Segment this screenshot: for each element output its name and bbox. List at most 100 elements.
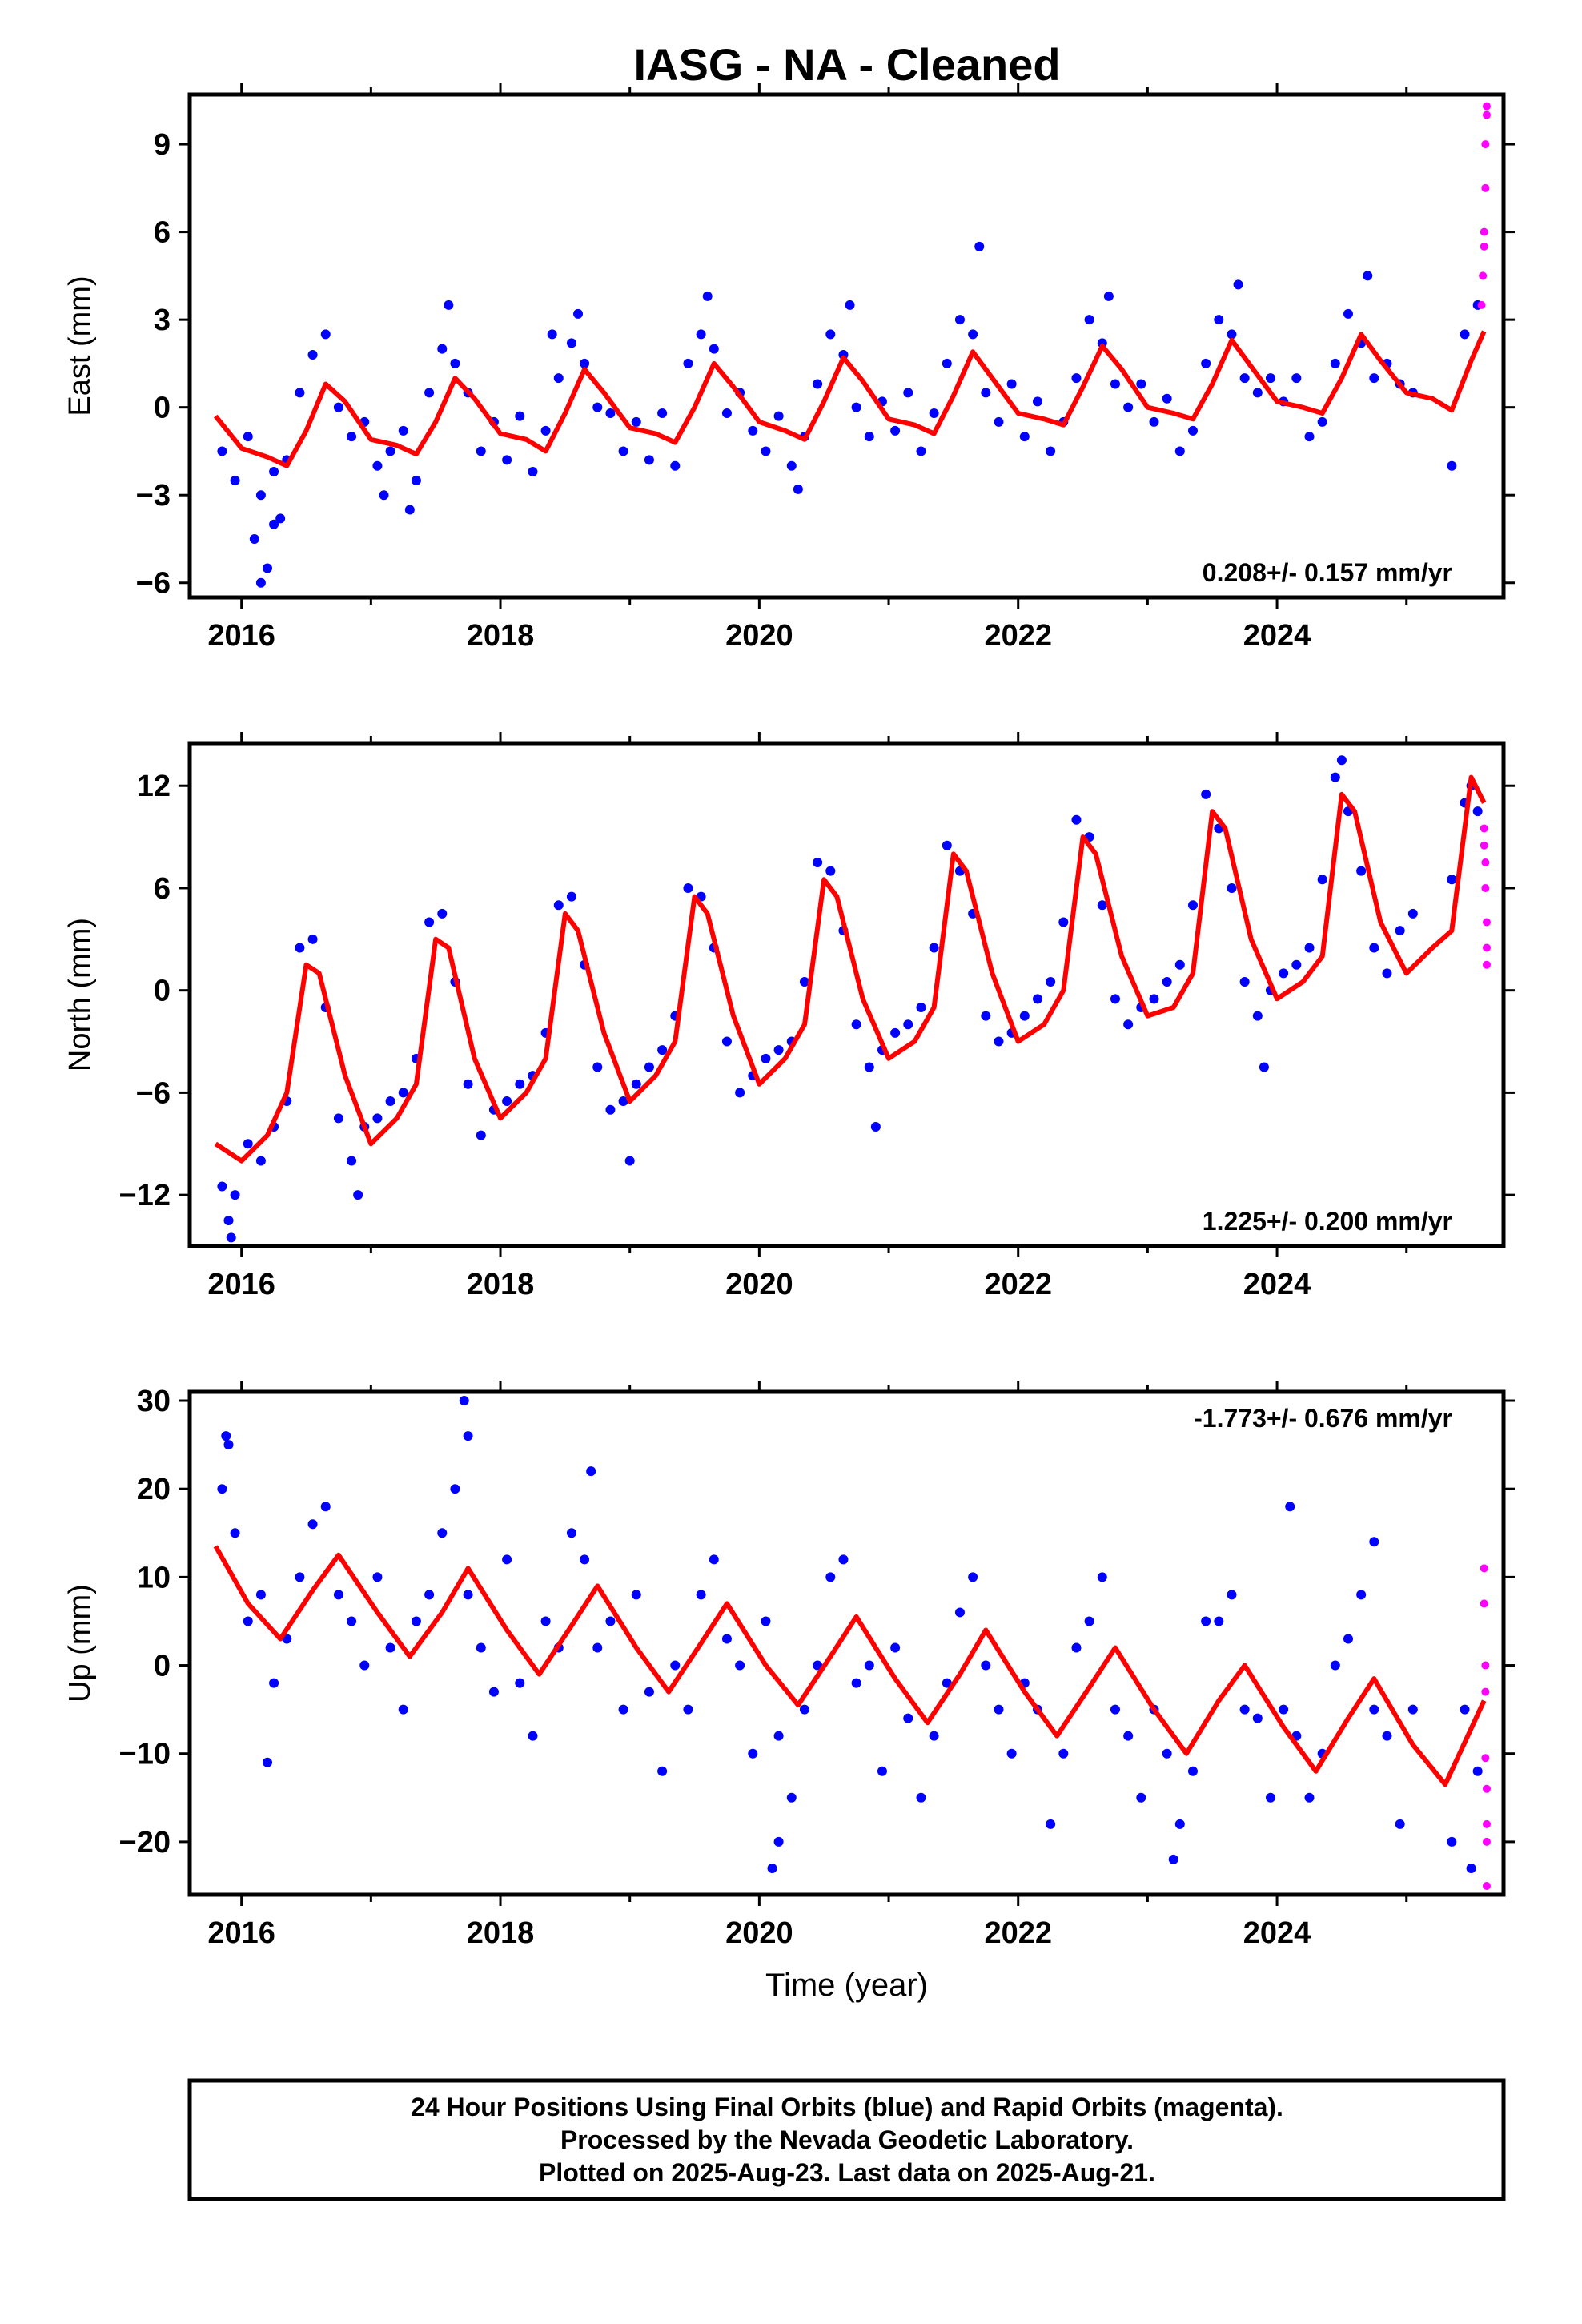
- east-final-point: [592, 402, 603, 412]
- north-final-point: [994, 1036, 1004, 1047]
- east-final-point: [954, 315, 965, 325]
- up-rapid-point: [1481, 1687, 1490, 1696]
- north-final-point: [347, 1156, 357, 1166]
- east-final-point: [825, 329, 836, 340]
- north-final-point: [1304, 943, 1315, 953]
- up-final-point: [459, 1396, 469, 1406]
- east-final-point: [1019, 432, 1030, 442]
- east-final-point: [657, 408, 668, 418]
- north-final-point: [890, 1027, 901, 1038]
- east-final-point: [255, 490, 266, 501]
- up-final-point: [1460, 1704, 1470, 1715]
- north-ytick-label: −12: [119, 1179, 171, 1212]
- east-final-point: [249, 533, 259, 544]
- north-final-point: [825, 866, 836, 876]
- up-final-point: [1201, 1616, 1211, 1626]
- east-final-point: [631, 416, 641, 427]
- up-final-point: [954, 1607, 965, 1618]
- east-xtick-label: 2018: [467, 619, 535, 653]
- up-final-point: [566, 1528, 576, 1538]
- up-final-point: [786, 1792, 797, 1803]
- north-final-point: [502, 1096, 512, 1107]
- up-final-point: [488, 1687, 499, 1697]
- east-ytick-label: −6: [136, 567, 171, 601]
- east-final-point: [748, 425, 758, 436]
- east-final-point: [404, 505, 415, 515]
- up-final-point: [1058, 1748, 1069, 1759]
- up-xtick-label: 2022: [984, 1916, 1052, 1950]
- north-final-point: [864, 1062, 874, 1072]
- east-final-point: [702, 291, 713, 301]
- east-final-point: [269, 519, 279, 529]
- east-rapid-point: [1480, 242, 1488, 251]
- east-final-point: [1369, 373, 1379, 384]
- up-final-point: [540, 1616, 551, 1626]
- east-final-point: [372, 460, 383, 471]
- up-final-point: [1174, 1819, 1185, 1829]
- east-final-point: [275, 513, 286, 524]
- east-final-point: [994, 416, 1004, 427]
- east-final-point: [1046, 446, 1056, 456]
- east-final-point: [476, 446, 486, 456]
- north-final-point: [1336, 755, 1347, 766]
- up-final-point: [916, 1792, 926, 1803]
- north-final-point: [735, 1088, 745, 1098]
- up-final-point: [515, 1678, 525, 1688]
- up-final-point: [385, 1642, 396, 1653]
- north-final-point: [553, 900, 564, 911]
- east-final-point: [709, 344, 719, 354]
- up-final-point: [890, 1642, 901, 1653]
- east-final-point: [683, 358, 693, 368]
- up-final-point: [761, 1616, 771, 1626]
- north-frame: [187, 741, 1506, 1248]
- north-final-point: [1259, 1062, 1269, 1072]
- up-rapid-point: [1481, 1754, 1490, 1763]
- footer-frame: [187, 2078, 1506, 2201]
- up-final-point: [476, 1642, 486, 1653]
- up-final-point: [1214, 1616, 1224, 1626]
- up-xtick-label: 2018: [467, 1916, 535, 1950]
- north-final-point: [1252, 1011, 1263, 1021]
- up-final-point: [580, 1554, 590, 1565]
- east-ytick-label: −3: [136, 479, 171, 513]
- north-data-layer: [214, 755, 1491, 1243]
- east-final-point: [1201, 358, 1211, 368]
- north-final-point: [230, 1190, 240, 1200]
- north-final-point: [1174, 959, 1185, 970]
- up-final-point: [450, 1484, 460, 1494]
- up-final-point: [825, 1572, 836, 1582]
- east-final-point: [1006, 379, 1017, 389]
- up-ytick-label: 20: [137, 1473, 171, 1506]
- east-final-point: [670, 460, 681, 471]
- east-rapid-point: [1482, 102, 1491, 111]
- east-rapid-point: [1477, 300, 1486, 309]
- north-final-point: [605, 1104, 616, 1115]
- up-final-point: [929, 1731, 939, 1741]
- north-final-point: [1356, 866, 1367, 876]
- north-final-point: [1407, 908, 1418, 919]
- east-final-point: [942, 358, 952, 368]
- east-rapid-point: [1482, 111, 1491, 119]
- east-final-point: [864, 432, 874, 442]
- east-final-point: [968, 329, 978, 340]
- east-final-point: [793, 484, 803, 494]
- east-final-point: [696, 329, 706, 340]
- north-final-point: [476, 1130, 486, 1140]
- north-final-point: [1369, 943, 1379, 953]
- up-final-point: [372, 1572, 383, 1582]
- north-final-point: [1330, 772, 1340, 782]
- east-final-point: [851, 402, 861, 412]
- north-ytick-label: 0: [154, 975, 171, 1008]
- north-final-point: [385, 1096, 396, 1107]
- east-final-point: [502, 455, 512, 465]
- up-final-point: [333, 1590, 343, 1600]
- north-final-point: [799, 977, 809, 987]
- up-final-point: [1168, 1854, 1178, 1864]
- north-final-point: [1227, 883, 1237, 893]
- east-xtick-label: 2020: [725, 619, 793, 653]
- up-final-point: [1472, 1766, 1483, 1776]
- north-final-point: [981, 1011, 991, 1021]
- north-ylabel: North (mm): [63, 918, 97, 1072]
- up-final-point: [1265, 1792, 1275, 1803]
- up-final-point: [1227, 1590, 1237, 1600]
